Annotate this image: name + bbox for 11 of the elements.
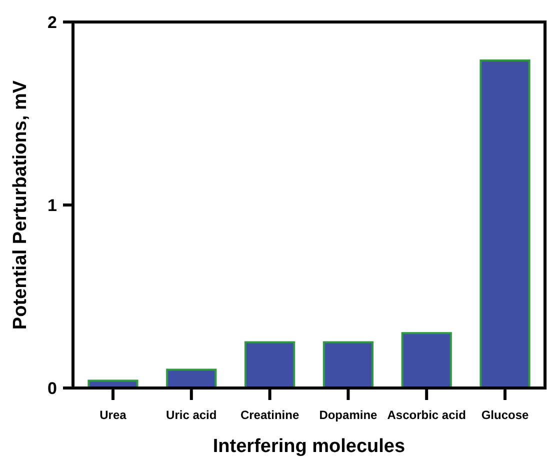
- x-tick-label: Urea: [100, 408, 127, 422]
- x-tick-label: Dopamine: [319, 408, 378, 422]
- x-tick-label: Creatinine: [240, 408, 300, 422]
- x-tick-label: Ascorbic acid: [387, 408, 466, 422]
- y-tick-label: 2: [48, 12, 57, 32]
- x-axis-title: Interfering molecules: [212, 436, 406, 457]
- y-tick-label: 1: [48, 196, 57, 215]
- x-tick-label: Uric acid: [166, 408, 217, 422]
- y-axis-title: Potential Perturbations, mV: [10, 80, 31, 330]
- x-tick-label: Glucose: [481, 408, 530, 422]
- y-tick-label: 0: [48, 378, 57, 398]
